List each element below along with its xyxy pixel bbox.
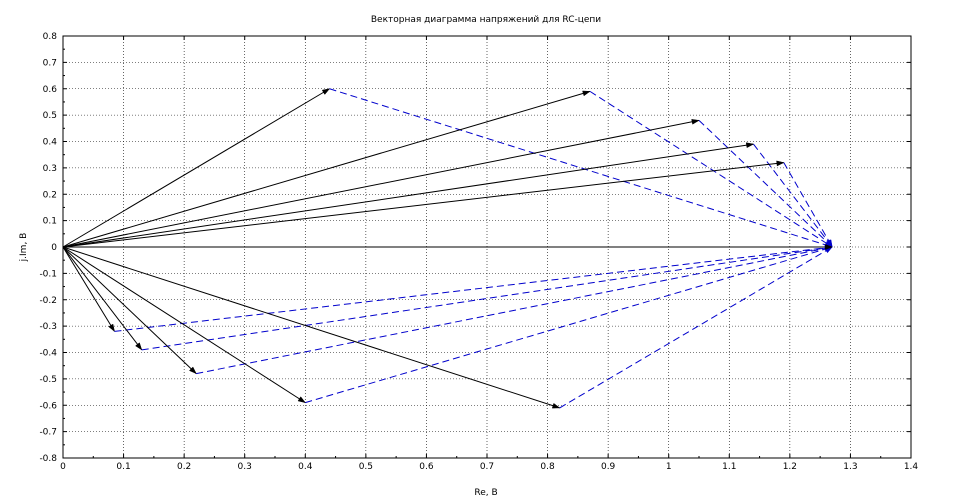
- complement-vector: [559, 246, 833, 409]
- axis-ticks: 0 0.1 0.2 0.3 0.4 0.5 0.6 0.7 0.8 0.9 1 1.1 1.2 1.3 1.…: [39, 32, 918, 472]
- y-tick-label: -0.4: [39, 349, 57, 359]
- voltage-vector: [62, 246, 560, 409]
- y-tick-label: -0.6: [39, 401, 57, 411]
- voltage-vector: [62, 88, 330, 248]
- voltage-vector-arrowhead: [551, 402, 561, 409]
- voltage-vector: [62, 246, 197, 374]
- x-axis-label: Re, B: [474, 488, 497, 498]
- complement-vector-arrowhead: [826, 239, 833, 248]
- voltage-vector-arrowhead: [189, 366, 197, 375]
- voltage-vector-arrowhead: [582, 90, 591, 97]
- y-tick-label: -0.3: [39, 322, 57, 332]
- voltage-vector-arrowhead: [691, 119, 700, 125]
- complement-vector: [783, 162, 833, 248]
- y-tick-label: 0.5: [43, 111, 57, 121]
- y-tick-label: -0.8: [39, 454, 57, 464]
- x-tick-label: 0.2: [177, 462, 191, 472]
- voltage-vector: [62, 119, 700, 248]
- complement-vector: [141, 246, 833, 351]
- x-tick-label: 0.3: [238, 462, 252, 472]
- complement-vector: [305, 246, 833, 404]
- y-tick-label: 0.4: [43, 138, 58, 148]
- voltage-vector: [62, 246, 306, 404]
- voltage-vector: [62, 246, 115, 332]
- y-tick-label: 0.8: [43, 32, 58, 42]
- x-tick-label: 1.1: [722, 462, 736, 472]
- voltage-vector: [62, 143, 754, 248]
- total-voltage-arrowhead: [825, 244, 834, 250]
- complement-vector: [196, 246, 833, 375]
- complement-vector: [753, 143, 833, 248]
- voltage-vector-arrowhead: [745, 142, 755, 149]
- chart-title: Векторная диаграмма напряжений для RC-це…: [371, 15, 601, 25]
- complement-vector: [589, 90, 833, 248]
- y-tick-label: 0.2: [43, 190, 57, 200]
- voltage-vector-arrowhead: [135, 342, 143, 351]
- y-tick-label: -0.5: [39, 375, 57, 385]
- voltage-vector: [62, 162, 784, 248]
- x-tick-label: 1.2: [783, 462, 797, 472]
- y-axis-label: j.Im, B: [19, 233, 29, 263]
- y-tick-label: -0.7: [39, 428, 57, 438]
- x-tick-label: 0.6: [419, 462, 434, 472]
- x-tick-label: 0.1: [116, 462, 130, 472]
- complement-vector: [698, 120, 833, 248]
- y-tick-label: 0: [51, 243, 57, 253]
- complement-vector: [114, 246, 833, 332]
- voltage-vector: [62, 90, 591, 248]
- x-tick-label: 1.3: [843, 462, 857, 472]
- x-tick-label: 0.4: [298, 462, 313, 472]
- x-tick-label: 0.9: [601, 462, 616, 472]
- voltage-vector: [62, 246, 143, 351]
- y-tick-label: -0.2: [39, 296, 57, 306]
- y-tick-label: 0.3: [43, 164, 57, 174]
- x-tick-label: 0.8: [540, 462, 555, 472]
- x-tick-label: 0.5: [359, 462, 373, 472]
- x-tick-label: 0.7: [480, 462, 494, 472]
- y-tick-label: -0.1: [39, 269, 57, 279]
- voltage-vector-arrowhead: [108, 323, 115, 333]
- x-tick-label: 1.4: [904, 462, 919, 472]
- x-tick-label: 1: [666, 462, 672, 472]
- y-tick-label: 0.7: [43, 58, 57, 68]
- vectors: [62, 88, 834, 409]
- voltage-vector-arrowhead: [776, 160, 785, 167]
- voltage-vector-arrowhead: [321, 88, 331, 95]
- y-tick-label: 0.1: [43, 217, 57, 227]
- y-tick-label: 0.6: [43, 85, 58, 95]
- x-tick-label: 0: [60, 462, 66, 472]
- voltage-vector-arrowhead: [297, 396, 306, 404]
